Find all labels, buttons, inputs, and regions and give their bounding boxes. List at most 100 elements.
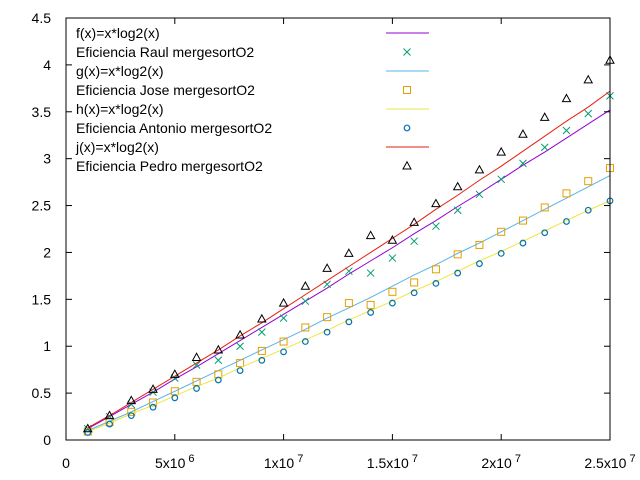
legend-marker-sample <box>403 86 411 94</box>
data-point <box>193 385 200 392</box>
data-point <box>170 374 179 382</box>
legend-label: h(x)=x*log2(x) <box>76 101 164 117</box>
data-point <box>584 177 593 186</box>
data-point <box>409 217 420 226</box>
data-point <box>497 175 506 184</box>
data-point <box>563 218 570 225</box>
data-point <box>322 263 332 272</box>
data-point <box>387 235 398 244</box>
data-point <box>279 314 288 322</box>
data-point <box>388 287 397 296</box>
data-point <box>323 328 331 336</box>
data-point <box>345 267 353 276</box>
data-point <box>454 269 462 277</box>
data-point <box>278 297 289 307</box>
data-point <box>126 395 137 405</box>
legend-label: Eficiencia Jose mergesortO2 <box>76 82 255 98</box>
series-2 <box>83 91 614 433</box>
data-point <box>540 143 549 152</box>
data-point <box>279 337 288 346</box>
y-tick-label: 2 <box>43 244 51 260</box>
data-point <box>236 367 244 375</box>
legend-label: Eficiencia Pedro mergesortO2 <box>76 158 263 174</box>
data-point <box>497 249 505 257</box>
x-tick-label: 1.5x10 7 <box>367 453 418 471</box>
data-point <box>431 265 440 274</box>
data-point <box>453 250 462 259</box>
series-4 <box>83 164 614 436</box>
x-tick-label: 1x10 7 <box>264 453 304 471</box>
data-point <box>562 126 571 135</box>
series-3 <box>87 175 611 432</box>
data-point <box>191 352 202 361</box>
data-point <box>104 410 115 420</box>
y-tick-label: 3 <box>43 151 51 167</box>
data-point <box>149 398 158 407</box>
data-point <box>344 248 354 257</box>
data-point <box>431 198 441 208</box>
data-point <box>256 313 267 323</box>
x-tick-label: 0 <box>62 455 70 471</box>
data-point <box>106 420 113 428</box>
data-point <box>410 278 419 287</box>
data-point <box>389 299 396 307</box>
y-tick-label: 0 <box>43 432 51 448</box>
data-point <box>367 309 375 316</box>
data-point <box>584 109 593 118</box>
data-point <box>475 240 484 249</box>
data-point <box>148 384 158 393</box>
data-point <box>214 376 222 384</box>
data-point <box>539 112 550 121</box>
data-point <box>540 203 549 212</box>
data-point <box>323 313 332 322</box>
plot-border <box>65 17 611 441</box>
data-point <box>301 297 310 306</box>
data-point <box>452 181 463 191</box>
data-point <box>584 206 592 214</box>
data-point <box>562 189 571 198</box>
series-line <box>87 90 611 429</box>
data-point <box>497 227 506 236</box>
data-point <box>258 356 266 364</box>
data-point <box>300 280 311 290</box>
data-point <box>344 299 353 308</box>
series-1 <box>87 109 611 430</box>
x-tick-label: 5x10 6 <box>155 453 195 471</box>
data-point <box>496 146 507 156</box>
series-line <box>87 200 611 433</box>
data-point <box>583 74 594 84</box>
data-point <box>518 129 528 138</box>
data-point <box>474 164 485 174</box>
y-tick-label: 1 <box>43 338 51 354</box>
data-point <box>236 342 244 351</box>
data-point <box>280 348 288 356</box>
series-line <box>87 109 611 430</box>
data-point <box>388 254 397 262</box>
data-point <box>213 344 224 354</box>
legend-label: f(x)=x*log2(x) <box>76 25 160 41</box>
data-point <box>519 159 527 168</box>
y-tick-label: 0.5 <box>32 385 52 401</box>
data-point <box>519 239 527 247</box>
series-7 <box>87 90 611 429</box>
data-point <box>236 359 245 368</box>
data-point <box>476 260 483 268</box>
series-8 <box>82 54 615 433</box>
data-point <box>345 318 353 326</box>
data-point <box>432 222 440 231</box>
y-tick-label: 2.5 <box>32 198 52 214</box>
data-point <box>257 328 266 337</box>
data-point <box>84 429 92 436</box>
data-point <box>301 323 310 332</box>
data-point <box>561 93 572 103</box>
legend-label: Eficiencia Antonio mergesortO2 <box>76 120 272 136</box>
data-point <box>169 369 180 378</box>
data-point <box>518 216 527 225</box>
legend-marker-sample <box>402 160 412 170</box>
data-point <box>171 394 179 402</box>
data-point <box>235 329 245 339</box>
data-point <box>301 338 309 345</box>
y-tick-label: 3.5 <box>32 104 52 120</box>
data-point <box>410 289 418 297</box>
series-5 <box>87 200 611 433</box>
